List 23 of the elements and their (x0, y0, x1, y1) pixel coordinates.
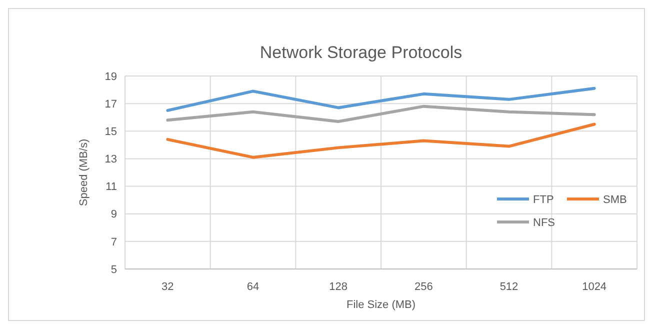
x-tick-label: 64 (246, 280, 260, 293)
x-tick-label: 32 (162, 280, 174, 293)
legend-label: NFS (533, 216, 555, 229)
line-series (166, 86, 596, 112)
x-tick-label: 128 (329, 280, 348, 293)
line-series (166, 122, 596, 159)
y-tick-label: 5 (110, 264, 117, 276)
y-tick-label: 13 (104, 154, 117, 166)
legend-label: SMB (603, 194, 627, 206)
y-tick-label: 19 (104, 70, 117, 83)
y-tick-label: 11 (106, 181, 117, 194)
chart-title: Network Storage Protocols (260, 43, 462, 62)
x-tick-label: 256 (414, 280, 433, 293)
y-axis-title: Speed (MB/s) (78, 138, 90, 206)
line-series (166, 104, 596, 123)
legend-label: FTP (533, 194, 554, 206)
y-tick-label: 9 (110, 208, 117, 221)
x-tick-label: 1024 (582, 280, 607, 293)
x-axis-title: File Size (MB) (346, 299, 416, 311)
y-tick-label: 7 (110, 236, 117, 248)
x-tick-label: 512 (500, 280, 518, 293)
y-tick-label: 15 (104, 126, 117, 138)
y-tick-label: 17 (104, 98, 117, 110)
